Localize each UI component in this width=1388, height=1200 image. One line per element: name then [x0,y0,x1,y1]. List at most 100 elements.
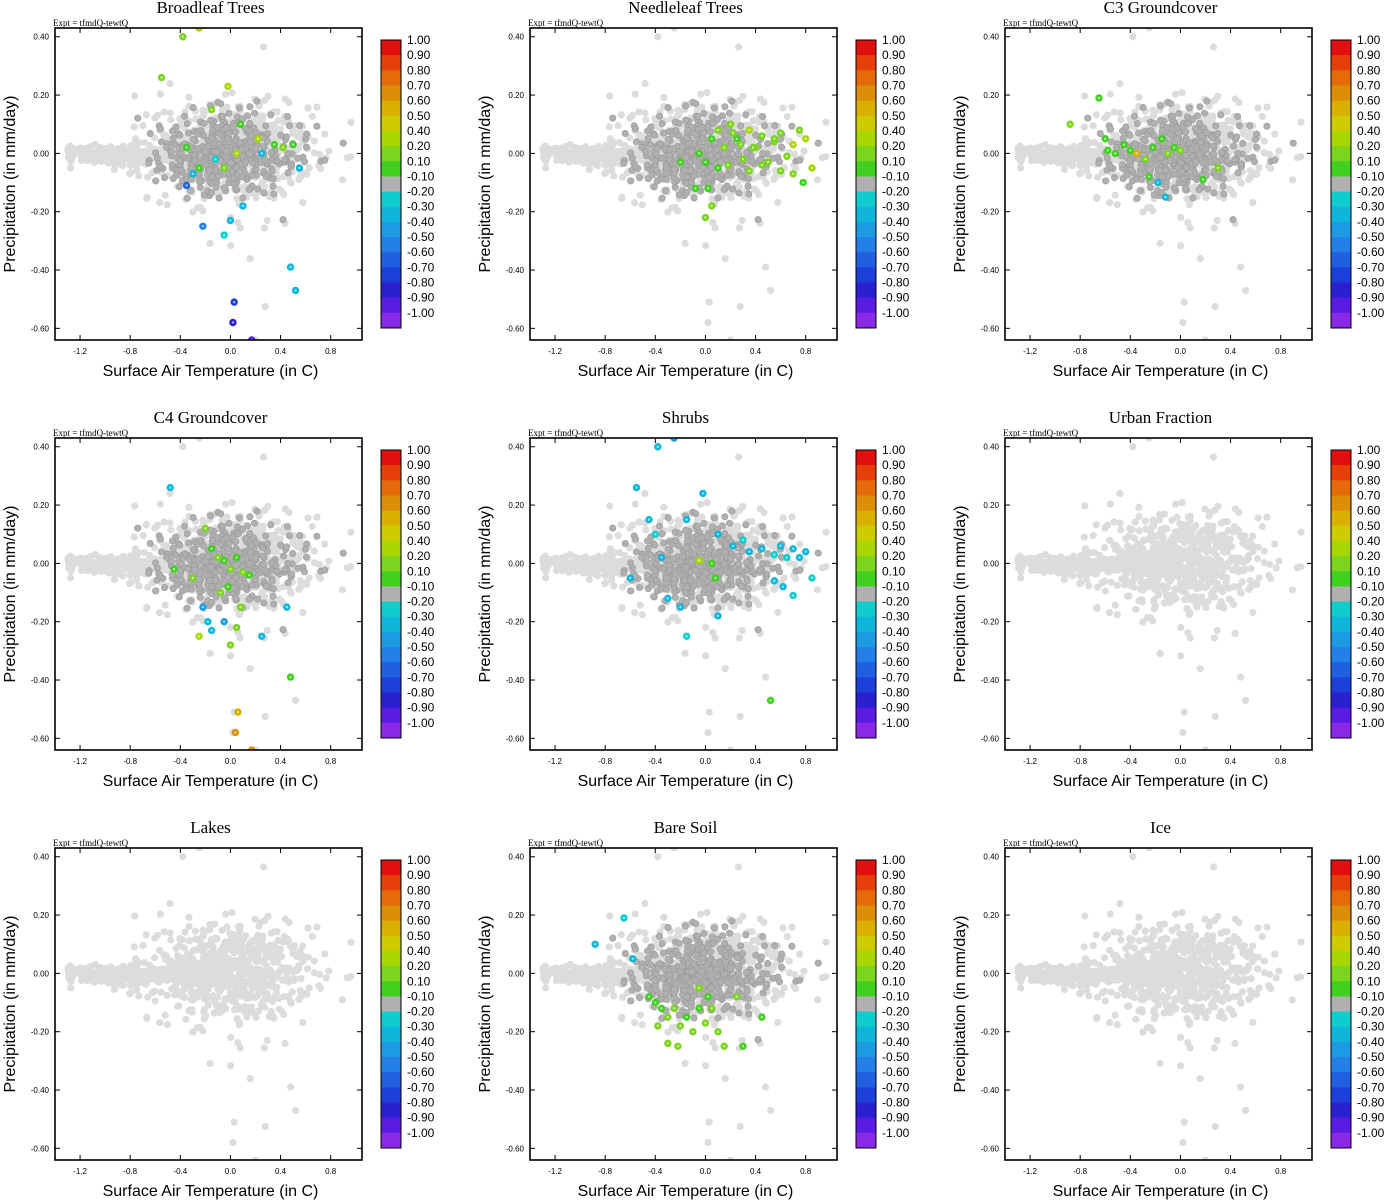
neutral-point [313,122,321,130]
colorbar-swatch [381,237,401,253]
y-tick-label: 0.00 [33,149,49,158]
neutral-point [1209,142,1217,150]
colorbar-swatch [856,267,876,284]
neutral-point [339,139,347,147]
data-point-center [1104,137,1107,141]
neutral-point [713,145,721,153]
y-tick-label: 0.20 [508,91,524,100]
neutral-point [1165,172,1173,180]
neutral-point [189,135,197,143]
data-point-center [697,152,701,155]
data-point-center [729,123,732,126]
neutral-point [705,174,713,182]
colorbar-label: 0.10 [407,154,431,168]
neutral-point [183,120,191,128]
neutral-point [1212,172,1220,180]
data-point-center [235,152,238,155]
neutral-point [1233,133,1241,141]
neutral-point [648,171,656,179]
background-point [1080,123,1088,131]
neutral-point [161,174,169,182]
neutral-point [248,171,256,179]
colorbar-swatch [1331,267,1351,284]
colorbar-label: 0.80 [882,63,906,77]
neutral-point [1220,190,1228,198]
background-point [1236,178,1245,186]
background-point [734,43,743,51]
neutral-point [682,154,690,162]
neutral-point [764,140,772,148]
colorbar-label: -0.40 [407,215,435,229]
background-point [771,173,779,182]
neutral-point [1237,160,1245,168]
colorbar-label: 0.10 [882,154,906,168]
background-point [1211,302,1219,311]
colorbar-label: -0.20 [407,185,435,199]
background-point [1089,122,1097,130]
colorbar-swatch [856,70,876,86]
neutral-point [208,188,216,196]
data-point-center [160,76,163,79]
colorbar-swatch [381,252,401,268]
neutral-point [294,154,302,162]
background-point [316,164,325,173]
colorbar-label: -0.60 [882,245,910,259]
y-tick-label: 0.00 [508,149,524,158]
colorbar-label: 0.70 [1357,78,1381,92]
background-point [1143,204,1152,212]
neutral-point [1192,158,1200,166]
data-point-center [291,143,295,146]
background-point [704,318,712,327]
data-point-center [1201,178,1205,181]
x-tick-label: -0.8 [598,347,612,356]
colorbar-label: -0.80 [882,276,910,290]
neutral-point [759,169,767,177]
y-tick-label: -0.60 [506,324,525,333]
neutral-point [200,119,208,127]
neutral-point [259,142,267,150]
colorbar-swatch [381,267,401,284]
background-point [82,564,91,573]
neutral-point [1200,109,1208,117]
background-point [1085,172,1093,180]
neutral-point [1111,174,1119,182]
background-point [1297,118,1305,126]
colorbar-label: 0.40 [882,124,906,138]
neutral-point [669,145,677,153]
colorbar-label: -0.30 [882,200,910,214]
colorbar-swatch [381,221,401,238]
neutral-point [268,167,276,175]
colorbar-label: 0.90 [1357,48,1381,62]
neutral-point [1139,103,1147,111]
colorbar-swatch [381,146,401,162]
background-point [617,111,625,119]
x-tick-label: 0.0 [225,347,237,356]
neutral-point [262,122,270,130]
neutral-point [683,188,691,196]
neutral-point [1158,126,1166,134]
neutral-point [647,141,655,149]
background-point [1178,89,1186,97]
y-tick-label: -0.20 [981,208,1000,217]
background-point [93,147,102,156]
colorbar-swatch [1331,282,1351,299]
background-point [304,104,312,112]
data-point-center [773,137,776,141]
data-point-center [1097,96,1101,100]
neutral-point [1107,163,1115,171]
neutral-point [1107,138,1115,146]
background-point [818,154,826,162]
neutral-point [187,187,195,195]
background-point [199,207,207,215]
neutral-point [662,187,670,195]
background-point [76,554,84,563]
neutral-point [244,112,252,120]
neutral-point [1184,119,1192,127]
background-point [343,154,351,162]
background-point [788,103,796,111]
neutral-point [1263,122,1271,130]
neutral-point [683,126,691,134]
background-point [726,336,735,340]
neutral-point [621,130,629,138]
